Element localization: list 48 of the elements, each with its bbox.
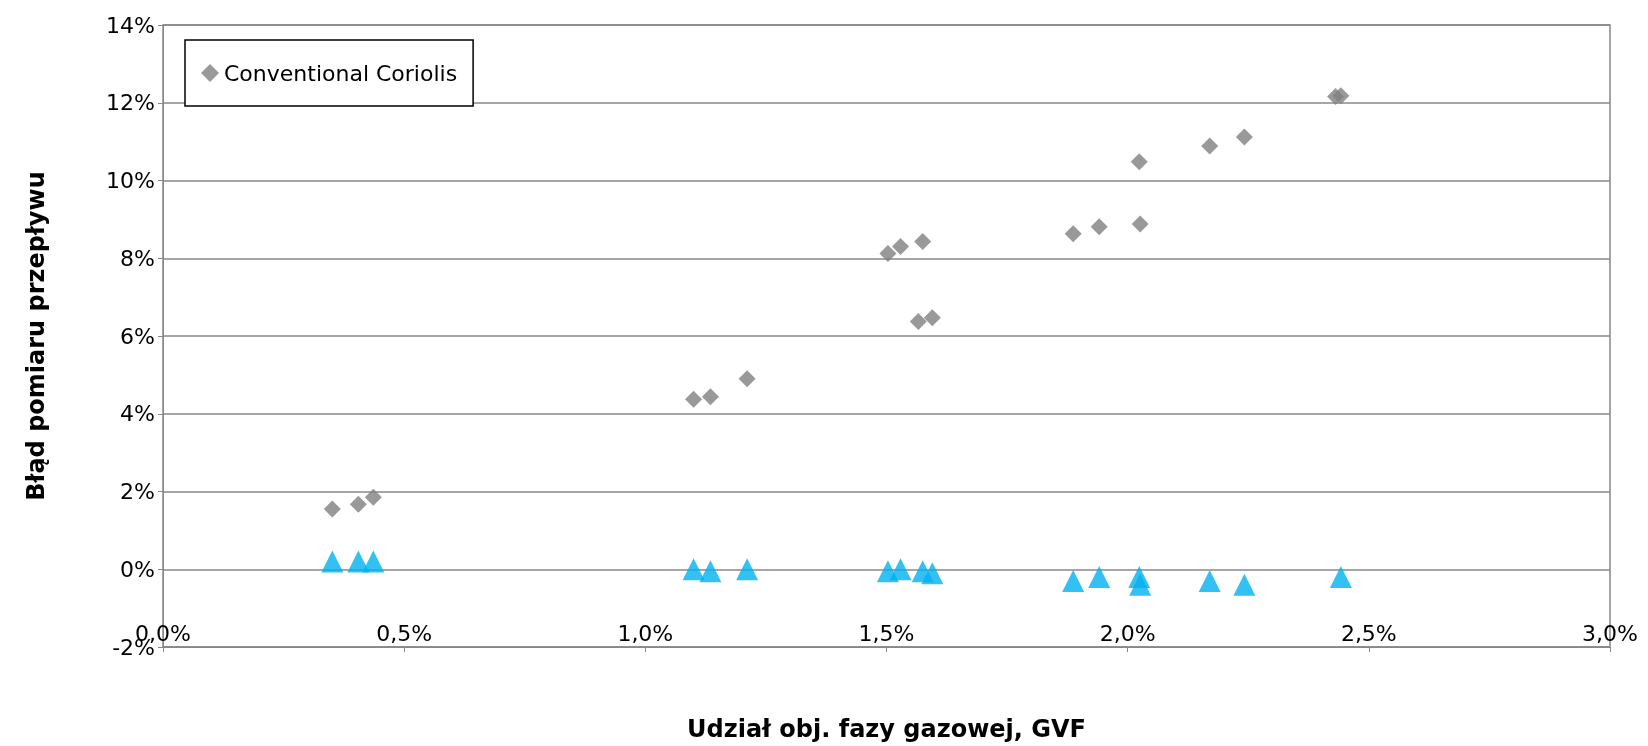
point <box>685 390 703 408</box>
point <box>364 488 382 506</box>
x-tick-label: 1,0% <box>617 620 674 646</box>
point <box>349 495 367 513</box>
point <box>699 560 722 583</box>
point <box>323 500 341 518</box>
point <box>923 309 941 327</box>
point <box>1088 566 1111 589</box>
point <box>1064 225 1082 243</box>
point <box>1062 569 1085 592</box>
point <box>891 238 909 256</box>
point <box>738 370 756 388</box>
x-tick-label: 1,5% <box>858 620 915 646</box>
point <box>1233 573 1256 596</box>
point <box>921 562 944 585</box>
point <box>1329 566 1352 589</box>
y-tick-label: 14% <box>106 12 155 38</box>
point <box>1235 128 1253 146</box>
legend-label: Conventional Coriolis <box>224 60 458 86</box>
x-tick-label: 2,5% <box>1340 620 1397 646</box>
y-tick-label: 6% <box>120 323 155 349</box>
y-axis-title: Błąd pomiaru przepływu <box>22 171 50 501</box>
point <box>879 245 897 263</box>
y-tick-label: 0% <box>120 556 155 582</box>
y-tick-label: 4% <box>120 401 155 427</box>
point <box>909 313 927 331</box>
point <box>914 233 932 251</box>
point <box>1090 218 1108 236</box>
point <box>682 558 705 581</box>
x-axis-title: Udział obj. fazy gazowej, GVF <box>687 715 1086 743</box>
x-tick-label: 0,5% <box>376 620 433 646</box>
point <box>1198 569 1221 592</box>
point <box>1332 87 1350 105</box>
point <box>1201 137 1219 155</box>
point <box>701 388 719 406</box>
point <box>1130 153 1148 171</box>
point <box>736 558 759 581</box>
point <box>1129 573 1152 596</box>
point <box>1131 215 1149 233</box>
point <box>889 558 912 581</box>
y-tick-label: 2% <box>120 479 155 504</box>
x-tick-label: 3,0% <box>1582 620 1638 646</box>
point <box>362 550 385 573</box>
y-tick-label: 10% <box>106 168 155 193</box>
y-tick-label: 12% <box>106 90 155 116</box>
x-tick-label: 2,0% <box>1099 620 1156 646</box>
point <box>321 550 344 573</box>
y-tick-label: 8% <box>120 245 155 271</box>
